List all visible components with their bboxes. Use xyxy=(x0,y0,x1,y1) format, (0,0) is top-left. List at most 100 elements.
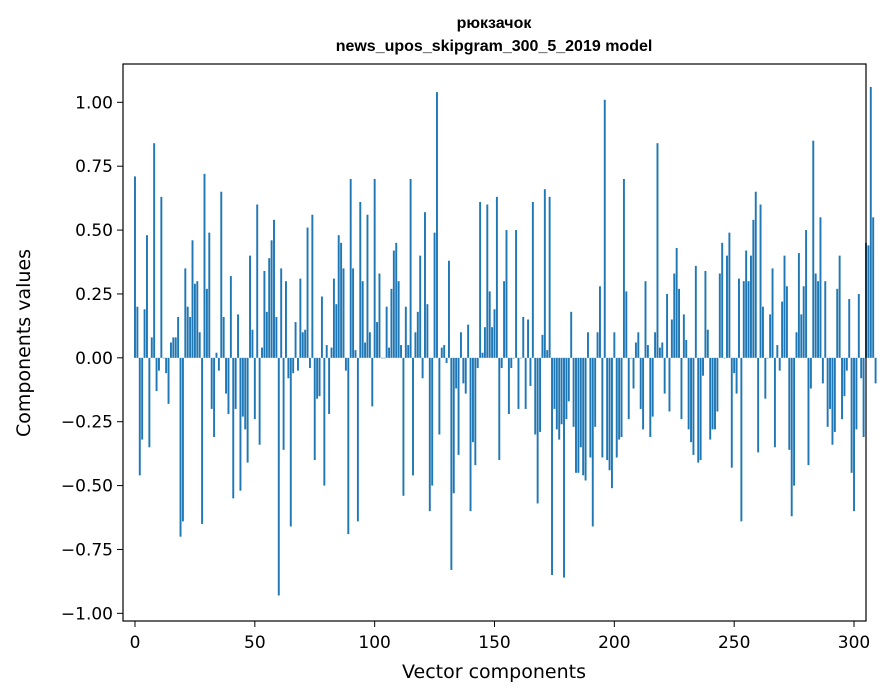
bar xyxy=(306,227,309,358)
bar xyxy=(524,357,527,409)
plot-frame xyxy=(122,63,867,622)
bar xyxy=(203,173,206,358)
bar xyxy=(771,268,774,358)
bar xyxy=(738,278,740,358)
bar xyxy=(692,357,695,455)
bar xyxy=(678,288,681,358)
bar xyxy=(716,357,719,412)
bar xyxy=(495,196,498,358)
bar xyxy=(761,306,764,358)
bar xyxy=(136,306,139,358)
bar xyxy=(328,357,331,415)
bar xyxy=(304,329,307,358)
bar xyxy=(802,286,805,358)
bar xyxy=(292,357,295,374)
bar xyxy=(181,357,184,522)
bar xyxy=(186,306,189,358)
bar xyxy=(848,299,851,358)
bar xyxy=(826,357,829,427)
bar xyxy=(371,357,374,407)
bar xyxy=(812,140,815,358)
bar xyxy=(179,357,182,537)
bar xyxy=(591,357,594,527)
bar xyxy=(742,281,745,358)
bar xyxy=(783,255,786,358)
bar xyxy=(807,357,810,466)
bar xyxy=(726,255,728,358)
bar xyxy=(781,301,784,358)
bar xyxy=(479,201,482,358)
bar xyxy=(704,270,707,358)
bar xyxy=(656,143,659,358)
bar xyxy=(246,357,249,463)
bar xyxy=(555,357,558,430)
bar xyxy=(297,357,299,371)
bar xyxy=(577,357,580,473)
bar xyxy=(416,311,419,358)
bar xyxy=(359,201,362,358)
bar xyxy=(273,219,275,358)
bar xyxy=(471,357,474,443)
bar xyxy=(632,357,635,389)
bar xyxy=(841,357,843,420)
bar xyxy=(579,357,582,448)
bar xyxy=(809,357,812,389)
bar xyxy=(735,357,738,394)
bar xyxy=(225,357,228,394)
y-tick-label: 0.75 xyxy=(75,157,113,177)
bar xyxy=(795,332,798,358)
x-tick-label: 150 xyxy=(478,633,510,653)
bar xyxy=(352,268,355,358)
bar xyxy=(340,242,343,358)
bar xyxy=(860,357,863,379)
bar xyxy=(850,357,853,473)
bar xyxy=(198,332,201,358)
bar xyxy=(268,258,271,358)
bar xyxy=(428,357,431,512)
bar xyxy=(165,357,168,374)
bar xyxy=(661,342,664,358)
bar xyxy=(757,357,760,453)
bar xyxy=(263,270,266,358)
bar xyxy=(776,345,779,358)
bar xyxy=(349,178,352,358)
bar xyxy=(563,357,565,578)
bar xyxy=(668,357,671,412)
bar xyxy=(702,357,704,376)
bar xyxy=(421,357,424,379)
x-tick-label: 50 xyxy=(244,633,266,653)
bar xyxy=(687,357,690,430)
bar xyxy=(438,357,441,435)
bar xyxy=(193,283,196,358)
bar xyxy=(587,332,589,358)
bar xyxy=(258,357,261,445)
bar xyxy=(872,217,875,358)
bar xyxy=(469,357,472,512)
bar xyxy=(493,309,496,358)
bar xyxy=(630,357,633,359)
bar xyxy=(666,293,669,358)
bar xyxy=(330,347,333,358)
bar xyxy=(380,357,383,359)
bar xyxy=(680,357,683,420)
bar xyxy=(536,357,539,504)
bar xyxy=(234,357,237,409)
x-tick-label: 0 xyxy=(130,633,141,653)
bar xyxy=(440,347,443,358)
bar xyxy=(773,357,776,448)
bar xyxy=(793,357,796,486)
bar xyxy=(148,357,151,448)
bar xyxy=(169,342,172,358)
bar xyxy=(227,357,230,415)
bar xyxy=(634,342,637,358)
bar xyxy=(167,357,170,404)
bar xyxy=(395,242,398,358)
bar xyxy=(433,232,436,358)
bar xyxy=(531,201,534,358)
bar xyxy=(344,357,347,371)
bar xyxy=(589,357,592,458)
x-tick-label: 200 xyxy=(598,633,630,653)
bar xyxy=(529,357,532,386)
bar xyxy=(730,357,733,468)
